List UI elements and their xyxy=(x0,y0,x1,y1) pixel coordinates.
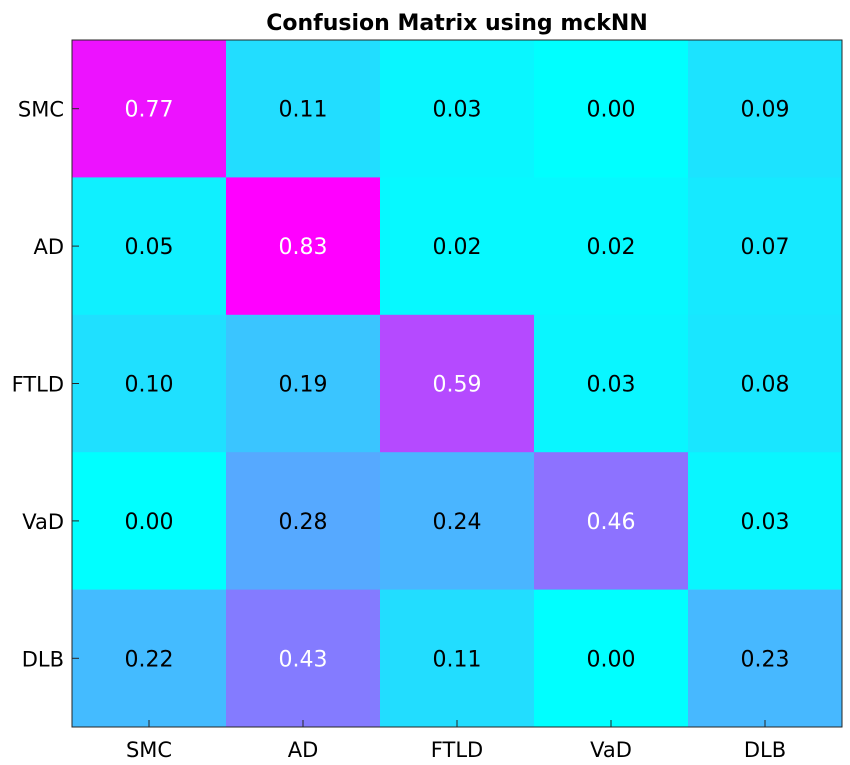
heatmap-cell xyxy=(380,452,535,591)
heatmap-cell xyxy=(72,40,227,178)
heatmap-cell xyxy=(688,177,843,316)
cell-value-label: 0.00 xyxy=(587,647,636,672)
heatmap-cell xyxy=(226,452,381,591)
heatmap-cell xyxy=(72,452,227,591)
heatmap-cell xyxy=(380,589,535,728)
chart-title: Confusion Matrix using mckNN xyxy=(266,11,648,36)
cell-value-label: 0.05 xyxy=(125,235,174,260)
heatmap-cell xyxy=(380,177,535,316)
x-tick-label: FTLD xyxy=(431,738,483,762)
cell-value-label: 0.28 xyxy=(279,510,328,535)
heatmap-cell xyxy=(380,40,535,178)
y-tick-label: SMC xyxy=(18,98,64,122)
x-tick-label: SMC xyxy=(126,738,172,762)
cell-value-label: 0.03 xyxy=(433,98,482,123)
heatmap-cell xyxy=(226,177,381,316)
cell-value-label: 0.43 xyxy=(279,647,328,672)
heatmap-cell xyxy=(226,589,381,728)
heatmap-cell xyxy=(534,177,689,316)
heatmap-cell xyxy=(534,452,689,591)
y-axis-ticks: SMC AD FTLD VaD DLB xyxy=(12,98,79,671)
cell-value-label: 0.11 xyxy=(279,98,328,123)
cell-value-label: 0.59 xyxy=(433,373,482,398)
heatmap-cell xyxy=(72,314,227,453)
heatmap-cell xyxy=(688,314,843,453)
cell-value-label: 0.07 xyxy=(741,235,790,260)
heatmap-cell xyxy=(380,314,535,453)
cell-value-label: 0.02 xyxy=(587,235,636,260)
cell-value-label: 0.77 xyxy=(125,98,174,123)
cell-value-label: 0.23 xyxy=(741,647,790,672)
x-tick-label: AD xyxy=(288,738,319,762)
cell-value-label: 0.11 xyxy=(433,647,482,672)
heatmap-cell xyxy=(688,452,843,591)
heatmap-cell xyxy=(688,589,843,728)
heatmap-cell xyxy=(72,589,227,728)
heatmap-cell xyxy=(226,314,381,453)
heatmap-cells: 0.77 0.11 0.03 0.00 0.09 0.05 0.83 0.02 0.02 0.07… xyxy=(72,40,843,728)
y-tick-label: AD xyxy=(33,235,64,259)
heatmap-cell xyxy=(226,40,381,178)
y-tick-label: VaD xyxy=(22,510,64,534)
cell-value-label: 0.02 xyxy=(433,235,482,260)
cell-value-label: 0.22 xyxy=(125,647,174,672)
cell-value-label: 0.08 xyxy=(741,373,790,398)
cell-value-label: 0.00 xyxy=(587,98,636,123)
heatmap-cell xyxy=(534,314,689,453)
cell-value-label: 0.00 xyxy=(125,510,174,535)
cell-value-label: 0.03 xyxy=(741,510,790,535)
heatmap-cell xyxy=(688,40,843,178)
cell-value-label: 0.09 xyxy=(741,98,790,123)
cell-value-label: 0.83 xyxy=(279,235,328,260)
heatmap-cell xyxy=(534,589,689,728)
x-tick-label: VaD xyxy=(590,738,632,762)
cell-value-label: 0.10 xyxy=(125,373,174,398)
cell-value-label: 0.19 xyxy=(279,373,328,398)
heatmap-cell xyxy=(72,177,227,316)
x-tick-label: DLB xyxy=(744,738,786,762)
heatmap-cell xyxy=(534,40,689,178)
cell-value-label: 0.46 xyxy=(587,510,636,535)
y-tick-label: FTLD xyxy=(12,373,64,397)
y-tick-label: DLB xyxy=(22,647,64,671)
cell-value-label: 0.24 xyxy=(433,510,482,535)
cell-value-label: 0.03 xyxy=(587,373,636,398)
x-axis-ticks: SMC AD FTLD VaD DLB xyxy=(126,720,786,762)
